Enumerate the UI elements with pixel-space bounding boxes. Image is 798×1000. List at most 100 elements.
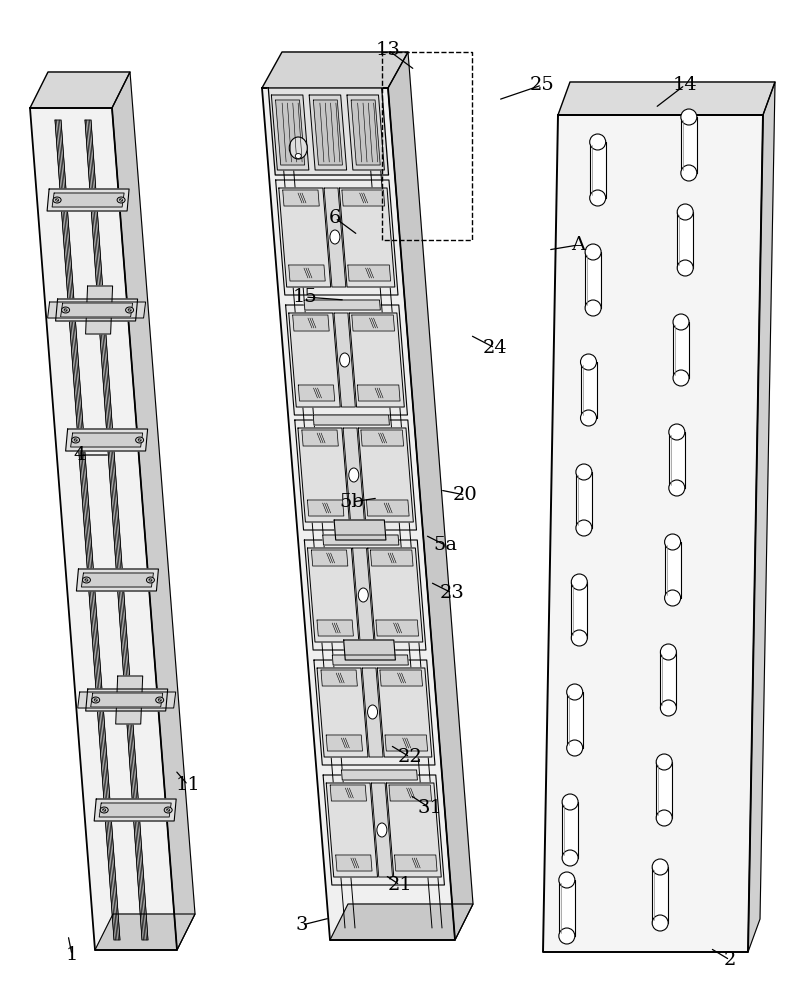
Polygon shape	[85, 689, 168, 711]
Ellipse shape	[559, 928, 575, 944]
Polygon shape	[271, 95, 309, 170]
Polygon shape	[370, 550, 413, 566]
Polygon shape	[673, 322, 689, 378]
Polygon shape	[30, 72, 130, 108]
Polygon shape	[388, 52, 473, 940]
Ellipse shape	[330, 230, 340, 244]
Polygon shape	[322, 535, 399, 545]
Polygon shape	[116, 676, 143, 724]
Text: 11: 11	[176, 776, 200, 794]
Polygon shape	[661, 652, 677, 708]
Text: A: A	[571, 236, 585, 254]
Polygon shape	[353, 548, 374, 642]
Polygon shape	[317, 620, 354, 636]
Polygon shape	[336, 855, 372, 871]
Ellipse shape	[673, 314, 689, 330]
Polygon shape	[81, 573, 153, 587]
Polygon shape	[302, 430, 338, 446]
Ellipse shape	[571, 630, 587, 646]
Polygon shape	[377, 668, 432, 757]
Ellipse shape	[85, 579, 88, 581]
Polygon shape	[394, 855, 437, 871]
Ellipse shape	[673, 370, 689, 386]
Polygon shape	[576, 472, 592, 528]
Polygon shape	[562, 802, 578, 858]
Ellipse shape	[562, 794, 578, 810]
Polygon shape	[282, 190, 319, 206]
Polygon shape	[330, 785, 366, 801]
Polygon shape	[380, 670, 422, 686]
Ellipse shape	[164, 807, 172, 813]
Polygon shape	[543, 115, 763, 952]
Polygon shape	[99, 803, 172, 817]
Ellipse shape	[289, 137, 307, 159]
Ellipse shape	[576, 464, 592, 480]
Polygon shape	[371, 783, 393, 877]
Ellipse shape	[576, 520, 592, 536]
Ellipse shape	[125, 307, 133, 313]
Text: 15: 15	[293, 288, 318, 306]
Ellipse shape	[669, 424, 685, 440]
Polygon shape	[289, 265, 326, 281]
Ellipse shape	[149, 579, 152, 581]
Ellipse shape	[681, 165, 697, 181]
Text: 1: 1	[65, 946, 78, 964]
Polygon shape	[262, 52, 408, 88]
Polygon shape	[362, 668, 383, 757]
Polygon shape	[56, 299, 137, 321]
Polygon shape	[334, 313, 355, 407]
Ellipse shape	[661, 644, 677, 660]
Polygon shape	[571, 582, 587, 638]
Ellipse shape	[656, 754, 672, 770]
Ellipse shape	[661, 700, 677, 716]
Ellipse shape	[158, 699, 161, 701]
Polygon shape	[361, 430, 404, 446]
Polygon shape	[348, 265, 390, 281]
Ellipse shape	[562, 850, 578, 866]
Polygon shape	[65, 429, 148, 451]
Ellipse shape	[128, 309, 131, 311]
Polygon shape	[358, 385, 400, 401]
Ellipse shape	[665, 590, 681, 606]
Polygon shape	[559, 880, 575, 936]
Polygon shape	[307, 500, 344, 516]
Polygon shape	[358, 428, 413, 522]
Polygon shape	[324, 188, 346, 287]
Text: 3: 3	[296, 916, 308, 934]
Polygon shape	[71, 433, 143, 447]
Ellipse shape	[56, 199, 58, 201]
Polygon shape	[314, 660, 435, 765]
Polygon shape	[321, 670, 358, 686]
Polygon shape	[376, 620, 419, 636]
Text: 31: 31	[417, 799, 442, 817]
Ellipse shape	[349, 468, 359, 482]
Polygon shape	[55, 120, 120, 940]
Polygon shape	[323, 775, 444, 885]
Polygon shape	[681, 117, 697, 173]
Polygon shape	[389, 785, 432, 801]
Ellipse shape	[559, 872, 575, 888]
Text: 5a: 5a	[433, 536, 457, 554]
Ellipse shape	[656, 810, 672, 826]
Ellipse shape	[64, 309, 67, 311]
Polygon shape	[94, 799, 176, 821]
Ellipse shape	[295, 153, 302, 158]
Polygon shape	[85, 286, 113, 334]
Ellipse shape	[156, 697, 164, 703]
Polygon shape	[748, 82, 775, 952]
Polygon shape	[385, 735, 428, 751]
Polygon shape	[342, 770, 417, 780]
Ellipse shape	[585, 300, 601, 316]
Polygon shape	[85, 120, 148, 940]
Polygon shape	[368, 548, 423, 642]
Polygon shape	[298, 428, 350, 522]
Polygon shape	[77, 692, 176, 708]
Polygon shape	[317, 668, 368, 757]
Polygon shape	[656, 762, 672, 818]
Ellipse shape	[94, 699, 97, 701]
Ellipse shape	[82, 577, 90, 583]
Polygon shape	[48, 302, 145, 318]
Ellipse shape	[652, 859, 668, 875]
Polygon shape	[311, 550, 348, 566]
Polygon shape	[351, 100, 380, 165]
